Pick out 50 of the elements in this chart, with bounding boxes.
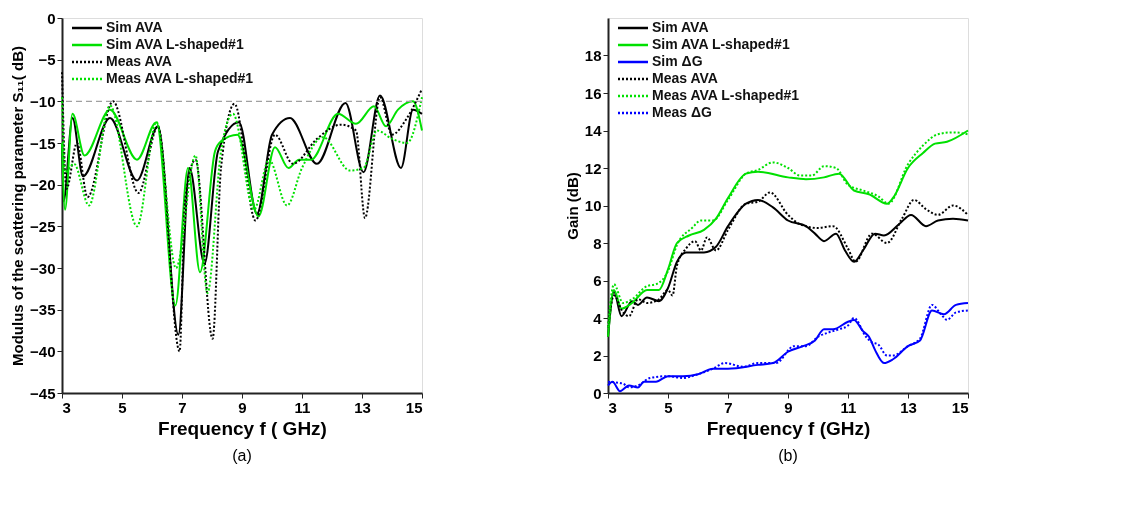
legend-label: Meas AVA: [106, 53, 172, 69]
x-tick-label: 3: [62, 398, 71, 416]
y-tick-label: 2: [593, 347, 602, 364]
y-tick-label: −30: [30, 259, 56, 277]
legend-label: Sim AVA L-shaped#1: [652, 36, 790, 52]
x-tick-label: 15: [951, 398, 969, 416]
legend-label: Sim AVA: [652, 19, 709, 35]
y-axis-title: Gain (dB): [563, 172, 581, 240]
legend-label: Sim AVA L-shaped#1: [106, 36, 244, 52]
y-tick-label: −45: [30, 384, 56, 402]
y-tick-label: −35: [30, 301, 56, 319]
legend-label: Sim AVA: [106, 19, 163, 35]
y-tick-label: 10: [584, 197, 602, 214]
y-tick-label: 12: [584, 159, 602, 177]
x-tick-label: 5: [118, 398, 127, 416]
x-axis-title: Frequency f (GHz): [706, 417, 871, 439]
y-tick-label: −40: [30, 342, 56, 360]
y-tick-label: 18: [584, 47, 602, 64]
legend-label: Sim ΔG: [652, 53, 703, 69]
y-tick-label: 4: [593, 309, 603, 327]
legend-label: Meas AVA L-shaped#1: [652, 87, 800, 103]
x-tick-label: 13: [354, 398, 371, 416]
y-tick-label: 0: [47, 9, 56, 27]
x-tick-label: 7: [178, 398, 187, 416]
x-tick-label: 9: [238, 398, 247, 416]
x-tick-label: 11: [294, 398, 311, 416]
legend-label: Meas ΔG: [652, 104, 712, 120]
x-tick-label: 7: [724, 398, 733, 416]
x-axis-title: Frequency f ( GHz): [158, 417, 327, 439]
y-tick-label: −5: [38, 51, 56, 69]
x-tick-label: 3: [608, 398, 617, 416]
x-tick-label: 9: [784, 398, 793, 416]
x-tick-label: 5: [664, 398, 673, 416]
x-tick-label: 13: [900, 398, 917, 416]
text: (b): [778, 447, 798, 464]
y-tick-label: −15: [30, 134, 56, 152]
y-tick-label: 16: [584, 84, 602, 102]
legend-label: Meas AVA L-shaped#1: [106, 70, 254, 86]
legend-label: Meas AVA: [652, 70, 718, 86]
y-tick-label: 6: [593, 272, 602, 289]
y-tick-label: −25: [30, 217, 56, 235]
text: (a): [232, 447, 252, 464]
y-tick-label: −10: [30, 92, 56, 110]
y-tick-label: −20: [30, 176, 56, 194]
y-tick-label: 14: [584, 122, 603, 139]
y-tick-label: 8: [593, 234, 602, 252]
x-tick-label: 15: [405, 398, 423, 416]
y-axis-title: Modulus of the scattering parameter S₁₁( dB): [9, 46, 27, 366]
x-tick-label: 11: [840, 398, 857, 416]
y-tick-label: 0: [593, 384, 602, 402]
